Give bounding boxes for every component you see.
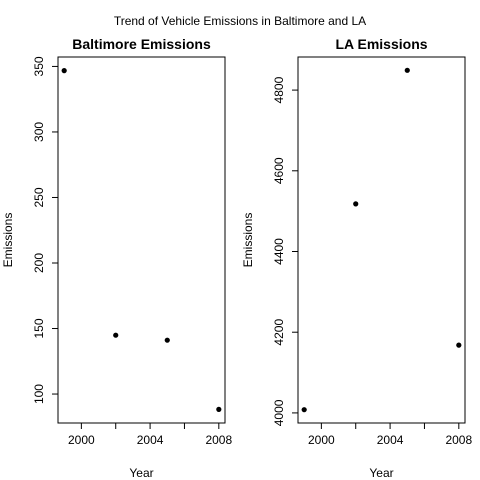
panel-2-data-point [456,342,462,348]
panel-1-title: Baltimore Emissions [72,36,211,52]
overall-title: Trend of Vehicle Emissions in Baltimore … [114,14,366,28]
panel-1: Baltimore Emissions 2000 2004 2008 100 150 200… [1,36,232,480]
panel-1-y-tick-label: 300 [32,122,46,142]
panel-1-y-tick-label: 250 [32,187,46,207]
panel-1-y-tick-label: 350 [32,56,46,76]
panel-2-x-tick-label: 2008 [445,433,472,447]
panel-1-data-point [61,68,67,74]
panel-2-y-tick-label: 4200 [272,319,286,346]
panel-2-data-point [353,201,359,207]
panel-1-data-point [216,406,222,412]
panel-2-y-tick-label: 4400 [272,238,286,265]
panel-2-x-axis-label: Year [369,466,393,480]
panel-1-x-axis-label: Year [129,466,153,480]
panel-2-y-tick-label: 4800 [272,76,286,103]
panel-2-y-tick-label: 4000 [272,399,286,426]
panel-2: LA Emissions 2000 2004 2008 4000 4200 4400 4600… [241,36,472,480]
panel-1-plot-frame [57,56,226,424]
panel-2-y-axis-label: Emissions [241,213,255,268]
panel-1-data-point [113,332,119,338]
chart-panels: Baltimore Emissions 2000 2004 2008 100 150 200… [1,36,472,480]
panel-1-y-tick-label: 150 [32,318,46,338]
panel-1-y-tick-label: 200 [32,253,46,273]
panel-2-data-point [404,67,410,73]
panel-2-title: LA Emissions [335,36,427,52]
panel-2-y-tick-label: 4600 [272,157,286,184]
panel-1-y-tick-label: 100 [32,384,46,404]
panel-2-x-tick-label: 2000 [308,433,335,447]
panel-1-x-tick-label: 2004 [137,433,164,447]
panel-1-x-tick-label: 2008 [205,433,232,447]
panel-2-x-tick-label: 2004 [377,433,404,447]
panel-1-x-tick-label: 2000 [68,433,95,447]
panel-1-y-axis-label: Emissions [1,213,15,268]
panel-2-plot-frame [297,56,466,424]
panel-1-data-point [164,337,170,343]
panel-2-data-point [301,407,307,413]
